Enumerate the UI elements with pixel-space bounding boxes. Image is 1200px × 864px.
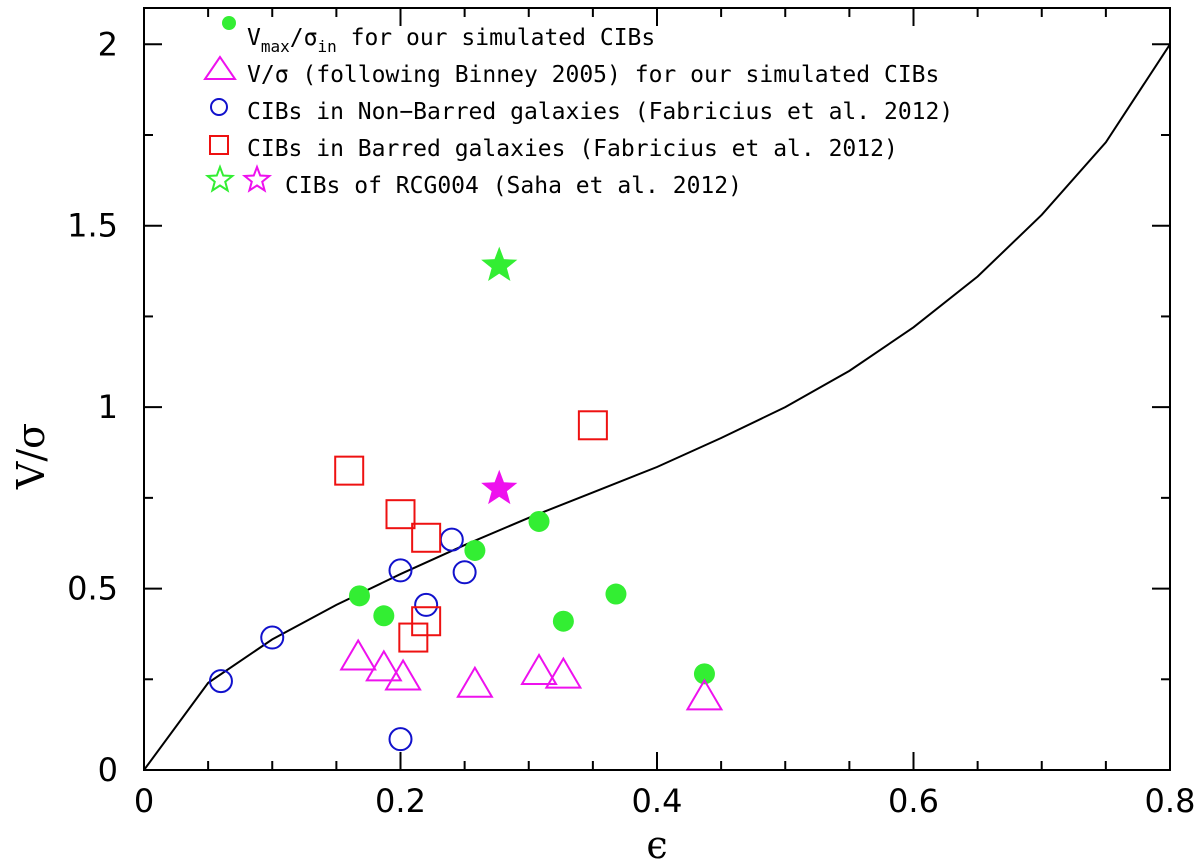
point-barred-square (411, 606, 442, 637)
point-nonbarred-circle (414, 592, 439, 617)
point-barred-square (398, 622, 429, 653)
point-binney-triangle (339, 638, 377, 671)
point-vmax-sigma-in (348, 585, 370, 607)
point-rcg004-star-green (481, 246, 518, 281)
legend-vmax-sigma: σ (304, 25, 318, 51)
point-barred-square (334, 455, 365, 486)
point-binney-triangle (365, 649, 403, 682)
x-tick-label: 0.8 (1145, 782, 1196, 820)
y-axis-label: V/σ (9, 423, 53, 490)
legend-vmax-sub: max (261, 37, 290, 56)
legend-marker-triangle (203, 55, 237, 80)
point-vmax-sigma-in (464, 539, 486, 561)
point-nonbarred-circle (208, 669, 233, 694)
tick-labels: 0 0.2 0.4 0.6 0.8 0 0.5 1 1.5 2 (67, 25, 1195, 820)
point-binney-triangle (520, 653, 558, 686)
legend-label-barred: CIBs in Barred galaxies (Fabricius et al… (247, 136, 898, 162)
legend-marker-open-square (209, 135, 229, 155)
point-vmax-sigma-in (605, 583, 627, 605)
data-points (208, 246, 724, 752)
binney-curve-line (143, 43, 1171, 771)
point-vmax-sigma-in (373, 605, 395, 627)
y-tick-label: 0 (98, 751, 118, 789)
point-nonbarred-circle (452, 560, 477, 585)
point-nonbarred-circle (260, 625, 285, 650)
legend-star-green (204, 164, 236, 193)
point-rcg004-star-magenta (481, 469, 518, 505)
legend: Vmax/σin for our simulated CIBs V/σ (fol… (203, 16, 953, 199)
point-nonbarred-circle (388, 727, 413, 752)
x-tick-label: 0.6 (888, 782, 939, 820)
axis-ticks (143, 8, 1171, 771)
x-tick-label: 0.4 (632, 782, 683, 820)
legend-marker-open-circle (210, 98, 228, 116)
legend-label-rcg004: CIBs of RCG004 (Saha et al. 2012) (285, 173, 742, 199)
x-tick-label: 0 (134, 782, 154, 820)
y-tick-label: 1 (98, 388, 118, 426)
point-nonbarred-circle (388, 558, 413, 583)
legend-vmax-sigma-sub: in (317, 37, 336, 56)
point-vmax-sigma-in (528, 510, 550, 532)
point-barred-square (411, 522, 442, 553)
point-nonbarred-circle (439, 527, 464, 552)
x-tick-label: 0.2 (375, 782, 426, 820)
y-tick-label: 1.5 (67, 207, 118, 245)
legend-marker-filled-circle (222, 16, 236, 30)
point-binney-triangle (685, 678, 724, 711)
point-binney-triangle (456, 665, 494, 698)
legend-star-magenta (241, 164, 273, 193)
y-tick-label: 0.5 (67, 570, 118, 608)
legend-marker-stars (204, 164, 273, 193)
legend-vmax-v: V (247, 25, 261, 51)
legend-label-binney: V/σ (following Binney 2005) for our simu… (247, 62, 939, 88)
point-barred-square (577, 410, 608, 441)
point-binney-triangle (384, 658, 422, 691)
legend-vmax-slash: / (290, 25, 304, 51)
point-binney-triangle (544, 656, 583, 689)
point-barred-square (385, 499, 416, 530)
point-vmax-sigma-in (693, 663, 715, 685)
x-axis-label: ϵ (646, 823, 667, 864)
legend-label-vmax: Vmax/σin for our simulated CIBs (247, 25, 655, 56)
y-tick-label: 2 (98, 25, 118, 63)
legend-label-nonbarred: CIBs in Non−Barred galaxies (Fabricius e… (247, 99, 953, 125)
legend-vmax-rest: for our simulated CIBs (337, 25, 656, 51)
point-vmax-sigma-in (552, 610, 574, 632)
